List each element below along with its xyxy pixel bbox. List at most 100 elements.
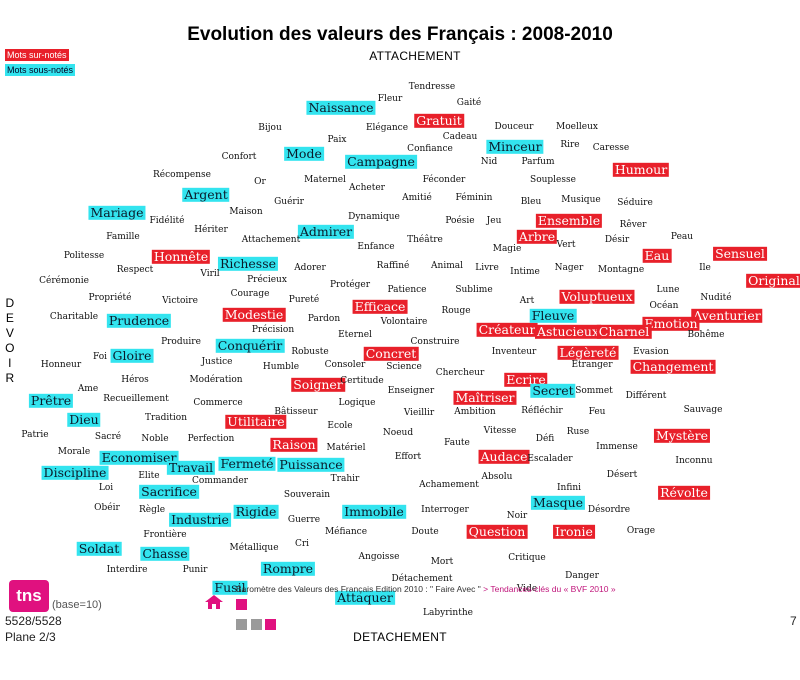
word: Robuste <box>291 346 329 357</box>
nav-first-icon[interactable] <box>236 619 247 630</box>
word: Volontaire <box>380 316 428 327</box>
under-rated-word: Puissance <box>277 456 345 473</box>
footer-link[interactable]: > Tendances-clés du « BVF 2010 » <box>483 584 616 594</box>
word: Séduire <box>617 197 653 208</box>
under-rated-word: Economiser <box>99 449 179 466</box>
word: Angoisse <box>358 551 400 562</box>
word: Politesse <box>63 250 105 261</box>
word: Evasion <box>633 346 669 357</box>
word: Danger <box>565 570 599 581</box>
under-rated-word: Rompre <box>260 560 316 577</box>
under-rated-word: Prudence <box>106 312 172 329</box>
over-rated-word: Charnel <box>596 323 652 340</box>
nav-last-icon[interactable] <box>265 619 276 630</box>
over-rated-word: Ecrire <box>504 371 548 388</box>
under-rated-word: Attaquer <box>335 589 395 606</box>
word: Hériter <box>194 224 228 235</box>
over-rated-word: Honnête <box>151 248 211 265</box>
word: Humble <box>262 361 300 372</box>
word: Logique <box>338 397 376 408</box>
word: Bohême <box>687 329 725 340</box>
over-rated-word: Créateur <box>476 321 538 338</box>
word: Matériel <box>326 442 366 453</box>
word: Immense <box>596 441 638 452</box>
under-rated-word: Argent <box>182 186 230 203</box>
over-rated-word: Ensemble <box>535 212 603 229</box>
under-rated-word: Naissance <box>306 99 376 116</box>
under-rated-word: Immobile <box>342 503 406 520</box>
word: Souverain <box>283 489 331 500</box>
word: Feu <box>588 406 606 417</box>
under-rated-word: Prêtre <box>28 392 74 409</box>
page-number: 7 <box>790 614 797 628</box>
footer-note[interactable]: Baromètre des Valeurs des Français Editi… <box>236 584 616 594</box>
over-rated-word: Astucieux <box>534 323 602 340</box>
word: Désir <box>604 234 630 245</box>
word: Lune <box>656 284 680 295</box>
word: Précieux <box>247 274 287 285</box>
word: Précision <box>251 324 295 335</box>
word: Famille <box>106 231 140 242</box>
over-rated-word: Efficace <box>352 298 408 315</box>
word: Elégance <box>365 122 409 133</box>
slide-counter: 5528/5528 <box>5 614 62 628</box>
under-rated-word: Sacrifice <box>139 483 199 500</box>
word: Confort <box>221 151 257 162</box>
word: Critique <box>508 552 546 563</box>
word: Obéir <box>94 502 120 513</box>
word: Enseigner <box>387 385 435 396</box>
under-rated-word: Richesse <box>217 255 279 272</box>
over-rated-word: Voluptueux <box>559 288 635 305</box>
word: Défi <box>535 433 555 444</box>
word: Trahir <box>330 473 360 484</box>
over-rated-word: Soigner <box>291 376 345 393</box>
word: Foi <box>92 351 108 362</box>
nav-prev-icon[interactable] <box>251 619 262 630</box>
word: Tradition <box>144 412 188 423</box>
word: Désert <box>606 469 638 480</box>
word: Rêver <box>619 219 647 230</box>
word: Modération <box>189 374 243 385</box>
word: Enfance <box>357 241 395 252</box>
word: Victoire <box>162 295 198 306</box>
over-rated-word: Original <box>746 272 800 289</box>
word: Ambition <box>454 406 496 417</box>
home-icon[interactable] <box>205 595 223 609</box>
word: Récompense <box>153 169 211 180</box>
word: Intime <box>510 266 540 277</box>
word: Science <box>386 361 422 372</box>
word: Propriété <box>88 292 132 303</box>
under-rated-word: Soldat <box>76 540 122 557</box>
word: Perfection <box>187 433 235 444</box>
word: Honneur <box>40 359 82 370</box>
word: Tendresse <box>408 81 456 92</box>
word: Poésie <box>445 215 475 226</box>
under-rated-word: Campagne <box>345 153 417 170</box>
over-rated-word: Mystère <box>653 427 711 444</box>
word: Féminin <box>455 192 493 203</box>
over-rated-word: Sensuel <box>713 245 767 262</box>
word: Escalader <box>527 453 573 464</box>
word: Viril <box>200 268 220 279</box>
word: Sacré <box>94 431 122 442</box>
word: Morale <box>57 446 91 457</box>
chart-title: Evolution des valeurs des Français : 200… <box>187 24 613 45</box>
axis-label-bottom: DETACHEMENT <box>353 630 447 644</box>
axis-label-left: DEVOIR <box>5 296 15 385</box>
word: Magie <box>492 243 522 254</box>
over-rated-word: Arbre <box>516 228 558 245</box>
nav-next-icon[interactable] <box>236 599 247 610</box>
over-rated-word: Question <box>466 523 528 540</box>
word: Sublime <box>455 284 493 295</box>
over-rated-word: Aventurier <box>691 307 763 324</box>
word: Noble <box>141 433 169 444</box>
word: Patience <box>387 284 427 295</box>
word: Règle <box>138 504 166 515</box>
word: Métallique <box>229 542 279 553</box>
word: Infini <box>556 482 582 493</box>
over-rated-word: Raison <box>270 436 318 453</box>
word: Ile <box>699 262 711 273</box>
word: Commander <box>192 475 248 486</box>
word: Achamement <box>419 479 479 490</box>
word: Maternel <box>304 174 346 185</box>
